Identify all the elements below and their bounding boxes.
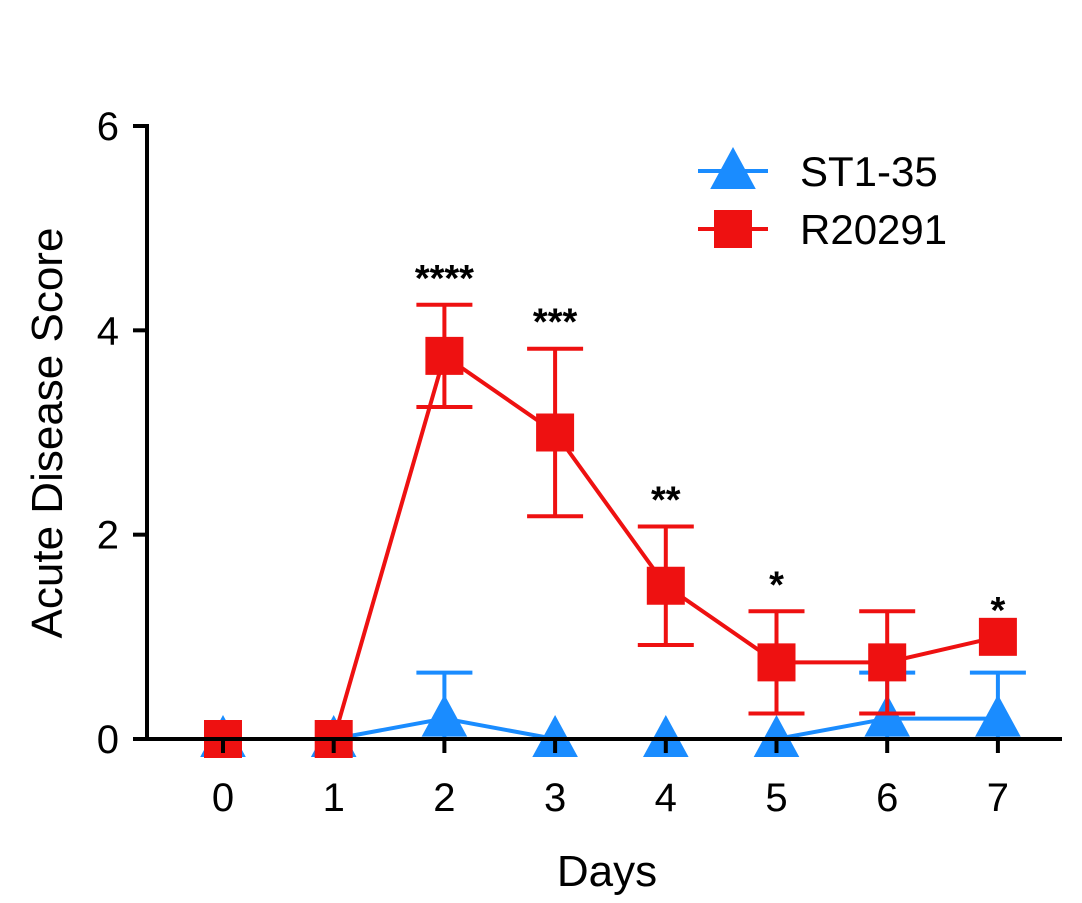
point-ST1-35-day4 xyxy=(643,715,689,757)
point-R20291-day7 xyxy=(978,617,1017,656)
significance-annotations: *********** xyxy=(415,258,1006,632)
point-ST1-35-day5 xyxy=(753,715,800,757)
y-axis-title: Acute Disease Score xyxy=(23,228,72,639)
x-tick-label-5: 5 xyxy=(765,776,787,820)
axes-layer xyxy=(145,124,1062,741)
point-R20291-day2 xyxy=(425,336,464,375)
x-axis-title: Days xyxy=(557,847,657,896)
significance-day3: *** xyxy=(533,302,578,344)
point-ST1-35-day7 xyxy=(975,694,1021,737)
x-tick-label-2: 2 xyxy=(433,776,455,820)
y-tick-label-2: 2 xyxy=(97,514,119,558)
point-R20291-day6 xyxy=(868,643,907,682)
y-tick-label-0: 0 xyxy=(97,718,119,762)
ticks-layer: 0 2 4 6 0 1 2 3 4 5 6 7 xyxy=(97,105,1009,820)
significance-day7: * xyxy=(991,590,1006,632)
x-tick-label-4: 4 xyxy=(655,776,677,820)
x-tick-label-0: 0 xyxy=(212,776,234,820)
legend-marker-R20291 xyxy=(714,210,752,248)
point-ST1-35-day3 xyxy=(532,715,578,757)
significance-day5: * xyxy=(769,564,784,606)
point-R20291-day3 xyxy=(536,413,575,452)
x-tick-label-1: 1 xyxy=(323,776,345,820)
significance-day2: **** xyxy=(415,258,474,300)
series-R20291 xyxy=(204,302,1017,758)
x-tick-label-7: 7 xyxy=(987,776,1009,820)
point-R20291-day4 xyxy=(646,566,685,605)
legend: ST1-35 R20291 xyxy=(698,147,947,253)
significance-day4: ** xyxy=(651,479,681,521)
legend-label-ST1-35: ST1-35 xyxy=(800,148,938,195)
y-tick-label-4: 4 xyxy=(97,309,119,353)
legend-marker-ST1-35 xyxy=(710,147,756,189)
series-line-R20291 xyxy=(223,352,999,741)
x-tick-label-6: 6 xyxy=(876,776,898,820)
x-tick-label-3: 3 xyxy=(544,776,566,820)
series-layer xyxy=(200,302,1026,758)
legend-label-R20291: R20291 xyxy=(800,206,947,253)
point-ST1-35-day2 xyxy=(421,694,468,737)
y-tick-label-6: 6 xyxy=(97,105,119,149)
point-R20291-day5 xyxy=(757,643,796,682)
point-ST1-35-day6 xyxy=(864,694,910,737)
